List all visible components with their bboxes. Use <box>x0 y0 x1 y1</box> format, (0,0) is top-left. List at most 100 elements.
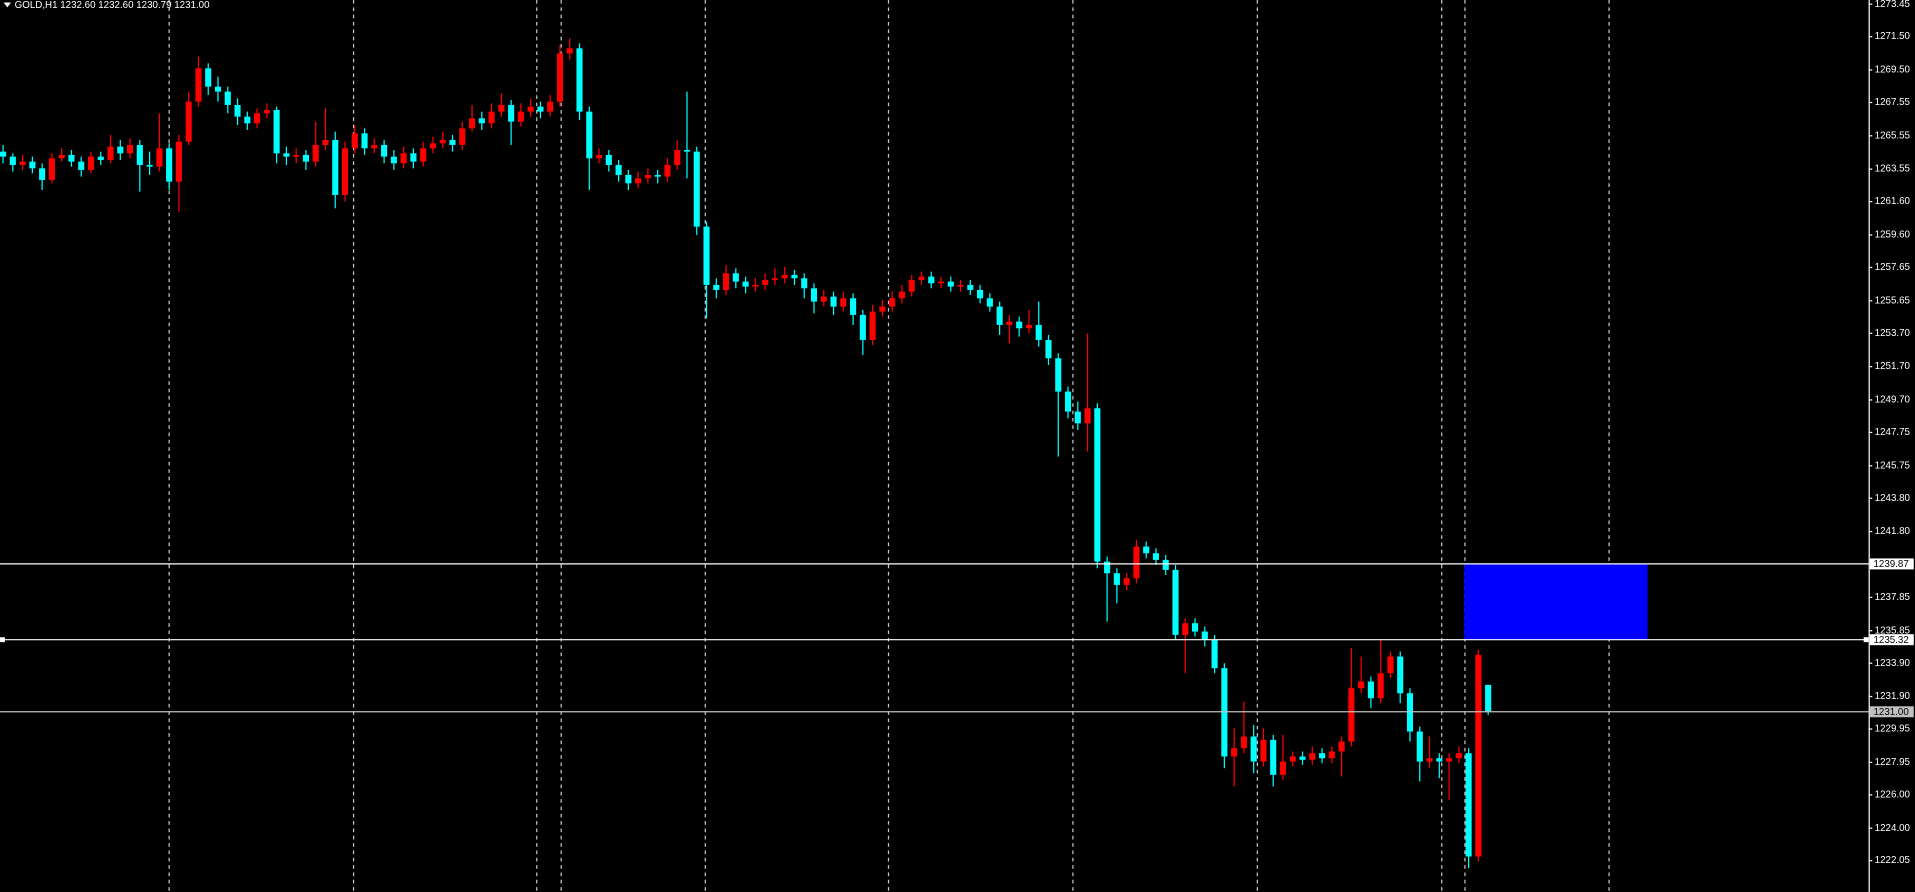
candle-body <box>498 104 505 112</box>
candle-body <box>429 143 437 149</box>
symbol-menu-arrow[interactable] <box>3 2 11 8</box>
y-tick-label: 1261.60 <box>1875 196 1911 207</box>
level-label: 1235.32 <box>1873 635 1908 646</box>
candle-body <box>1397 656 1404 694</box>
candle-body <box>810 288 818 302</box>
candle-body <box>537 106 544 112</box>
candle-body <box>977 289 984 299</box>
level-label-box <box>1869 558 1914 570</box>
candle-body <box>918 276 925 280</box>
chart-title: GOLD,H1 1232.60 1232.60 1230.79 1231.00 <box>15 0 210 11</box>
candle-body <box>1045 339 1052 359</box>
candle-body <box>1465 753 1472 857</box>
y-tick-label: 1269.50 <box>1875 65 1911 76</box>
candle-body <box>566 48 573 54</box>
candle-body <box>595 154 603 159</box>
level-label: 1231.00 <box>1873 707 1909 718</box>
candle-body <box>635 178 642 184</box>
candle-body <box>146 164 153 167</box>
candle-body <box>996 306 1003 325</box>
y-tick-label: 1224.00 <box>1875 823 1911 834</box>
y-tick-label: 1257.65 <box>1875 262 1911 273</box>
candle-body <box>410 153 417 162</box>
y-tick-label: 1271.50 <box>1875 31 1911 42</box>
candle-body <box>605 154 612 165</box>
candle-body <box>859 314 866 340</box>
candle-body <box>508 104 515 122</box>
candle-body <box>127 144 134 154</box>
level-label-box <box>1869 706 1914 718</box>
candle-body <box>254 113 261 124</box>
candle-body <box>468 118 476 129</box>
y-tick-label: 1235.85 <box>1875 625 1911 636</box>
y-tick-label: 1249.70 <box>1875 395 1911 406</box>
candle-body <box>791 274 798 279</box>
candle-body <box>1182 623 1189 635</box>
candle-body <box>273 109 280 154</box>
y-tick-label: 1253.70 <box>1875 328 1911 339</box>
candle-body <box>1240 736 1247 749</box>
candle-body <box>928 276 935 284</box>
candle-body <box>625 174 632 184</box>
y-tick-label: 1251.70 <box>1875 361 1911 372</box>
level-handle <box>0 637 5 643</box>
candle-body <box>674 149 681 165</box>
candle-body <box>322 139 329 145</box>
candle-body <box>1016 321 1023 329</box>
candle-body <box>205 68 212 87</box>
candle-body <box>693 151 700 227</box>
candle-body <box>771 278 778 280</box>
candle-body <box>488 111 495 124</box>
candle-body <box>9 156 16 165</box>
candle-body <box>1260 739 1267 762</box>
candle-body <box>1270 739 1277 775</box>
candle-body <box>224 91 231 105</box>
y-tick-label: 1259.60 <box>1875 230 1911 241</box>
candle-body <box>1123 578 1130 585</box>
candle-body <box>87 156 95 170</box>
candle-body <box>1143 546 1150 554</box>
candle-body <box>1231 748 1238 757</box>
candle-body <box>644 174 651 179</box>
candle-body <box>1104 561 1111 574</box>
candle-body <box>1191 623 1199 632</box>
candle-body <box>752 284 759 287</box>
candle-body <box>1348 688 1355 742</box>
candle-body <box>1152 553 1160 560</box>
day-separators <box>168 0 1610 892</box>
candle-body <box>1358 681 1365 689</box>
candle-body <box>586 111 593 159</box>
candle-body <box>986 298 993 307</box>
y-tick-label: 1245.75 <box>1875 460 1911 471</box>
y-tick-label: 1273.45 <box>1875 0 1911 10</box>
candle-body <box>1172 569 1179 635</box>
candle-body <box>801 278 808 289</box>
y-tick-label: 1247.75 <box>1875 427 1911 438</box>
y-tick-label: 1255.65 <box>1875 295 1911 306</box>
candle-body <box>742 281 749 287</box>
candle-body <box>1074 411 1081 424</box>
candle-body <box>664 164 671 177</box>
candle-body <box>947 281 954 287</box>
y-tick-label: 1222.05 <box>1875 855 1911 866</box>
candle-body <box>78 161 85 170</box>
y-tick-label: 1229.95 <box>1875 724 1911 735</box>
y-tick-label: 1231.90 <box>1875 691 1911 702</box>
candle-body <box>820 296 827 302</box>
candle-body <box>869 311 876 340</box>
candle-body <box>556 53 564 102</box>
candle-body <box>283 153 290 157</box>
candle-body <box>1338 741 1345 752</box>
candle-body <box>341 148 349 195</box>
candle-body <box>107 146 114 160</box>
candle-body <box>1133 546 1140 579</box>
candle-body <box>351 133 358 149</box>
level-label: 1239.87 <box>1873 559 1908 570</box>
candle-body <box>957 284 964 287</box>
candle-body <box>1084 408 1091 424</box>
candle-body <box>527 106 534 112</box>
candle-body <box>1113 573 1120 585</box>
candle-body <box>136 144 143 165</box>
